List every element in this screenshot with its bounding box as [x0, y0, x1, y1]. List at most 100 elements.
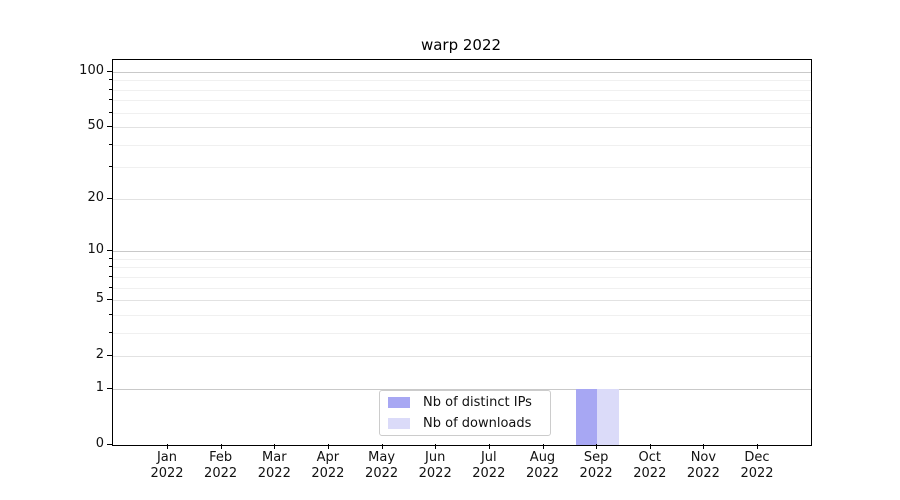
gridline	[113, 300, 811, 302]
x-tick-year: 2022	[418, 466, 452, 481]
x-tick-year: 2022	[686, 466, 720, 481]
y-tick	[107, 126, 112, 128]
y-tick	[107, 355, 112, 357]
x-tick-month: Nov	[690, 450, 717, 465]
legend-swatch	[388, 397, 410, 408]
y-tick	[107, 444, 112, 445]
x-tick-year: 2022	[472, 466, 506, 481]
legend-item: Nb of downloads	[388, 415, 550, 433]
bar	[575, 389, 598, 445]
y-minor-tick	[109, 257, 112, 259]
gridline	[113, 71, 811, 73]
x-tick	[757, 444, 758, 449]
y-tick-label: 5	[95, 291, 104, 307]
y-minor-tick	[109, 313, 112, 315]
gridline-minor	[113, 167, 811, 169]
plot-area: Nb of distinct IPs Nb of downloads	[112, 59, 812, 446]
gridline-minor	[113, 287, 811, 289]
y-minor-tick	[109, 88, 112, 90]
x-tick-month: Feb	[209, 450, 233, 465]
x-tick-label: Mar 2022	[246, 450, 302, 482]
x-tick-year: 2022	[257, 466, 291, 481]
x-tick-label: Nov 2022	[675, 450, 731, 482]
y-minor-tick	[109, 99, 112, 101]
y-tick	[107, 388, 112, 389]
x-tick-month: Jul	[480, 450, 497, 465]
x-tick	[649, 444, 651, 449]
x-tick-year: 2022	[311, 466, 345, 481]
x-tick-month: Sep	[583, 450, 609, 465]
x-tick-year: 2022	[525, 466, 560, 481]
x-tick	[167, 444, 168, 449]
y-tick-label: 0	[95, 436, 104, 451]
x-tick	[327, 444, 329, 449]
gridline-minor	[113, 332, 811, 334]
legend-label: Nb of distinct IPs	[423, 394, 532, 410]
y-tick	[107, 250, 112, 252]
x-tick-month: Mar	[262, 450, 287, 465]
gridline-minor	[113, 144, 811, 146]
bar	[597, 389, 619, 445]
x-tick-label: Aug 2022	[515, 450, 571, 482]
y-minor-tick	[109, 111, 112, 113]
x-tick-year: 2022	[579, 466, 613, 481]
y-tick-label: 1	[95, 380, 104, 395]
legend: Nb of distinct IPs Nb of downloads	[379, 390, 551, 436]
gridline	[113, 127, 811, 129]
gridline-minor	[113, 112, 811, 114]
legend-item: Nb of distinct IPs	[388, 394, 550, 412]
y-tick-label: 10	[87, 242, 104, 258]
x-tick	[381, 444, 383, 449]
gridline-minor	[113, 314, 811, 316]
gridline	[113, 389, 811, 390]
x-tick-year: 2022	[204, 466, 238, 481]
y-tick	[107, 299, 112, 301]
gridline-minor	[113, 267, 811, 269]
x-tick-label: Sep 2022	[568, 450, 624, 482]
x-tick-month: Oct	[638, 450, 662, 465]
x-tick	[274, 444, 276, 449]
legend-label: Nb of downloads	[423, 415, 532, 431]
x-tick	[596, 444, 598, 449]
y-tick-label: 50	[87, 118, 104, 134]
x-tick-month: May	[368, 450, 396, 465]
y-minor-tick	[109, 286, 112, 288]
gridline	[113, 356, 811, 358]
y-tick-label: 20	[87, 189, 104, 205]
legend-swatch	[388, 418, 410, 429]
x-tick	[542, 444, 544, 449]
x-tick	[435, 444, 437, 449]
gridline	[113, 198, 811, 200]
x-tick-year: 2022	[740, 466, 774, 481]
y-minor-tick	[109, 275, 112, 277]
x-tick-label: Jun 2022	[407, 450, 463, 482]
x-tick-month: Jan	[156, 450, 178, 465]
gridline-minor	[113, 89, 811, 91]
y-minor-tick	[109, 331, 112, 333]
x-tick	[703, 444, 705, 449]
x-tick-month: Jun	[425, 450, 446, 465]
x-tick-month: Aug	[529, 450, 556, 465]
x-tick	[488, 444, 490, 449]
x-tick-month: Apr	[316, 450, 340, 465]
y-tick	[107, 70, 112, 72]
gridline-minor	[113, 100, 811, 102]
x-tick-month: Dec	[744, 450, 770, 465]
x-tick-label: Jan 2022	[139, 450, 195, 482]
chart-title: warp 2022	[420, 36, 502, 54]
x-tick-year: 2022	[633, 466, 667, 481]
x-tick-label: Oct 2022	[622, 450, 678, 482]
y-tick-label: 100	[79, 62, 104, 78]
x-tick-year: 2022	[150, 466, 184, 481]
x-tick-label: Apr 2022	[300, 450, 356, 482]
x-tick-year: 2022	[365, 466, 399, 481]
x-tick-label: Dec 2022	[729, 450, 785, 482]
y-minor-tick	[109, 79, 112, 81]
gridline-minor	[113, 276, 811, 278]
x-tick-label: May 2022	[354, 450, 410, 482]
x-tick-label: Jul 2022	[461, 450, 517, 482]
gridline-minor	[113, 258, 811, 260]
x-tick-label: Feb 2022	[193, 450, 249, 482]
y-minor-tick	[109, 143, 112, 145]
